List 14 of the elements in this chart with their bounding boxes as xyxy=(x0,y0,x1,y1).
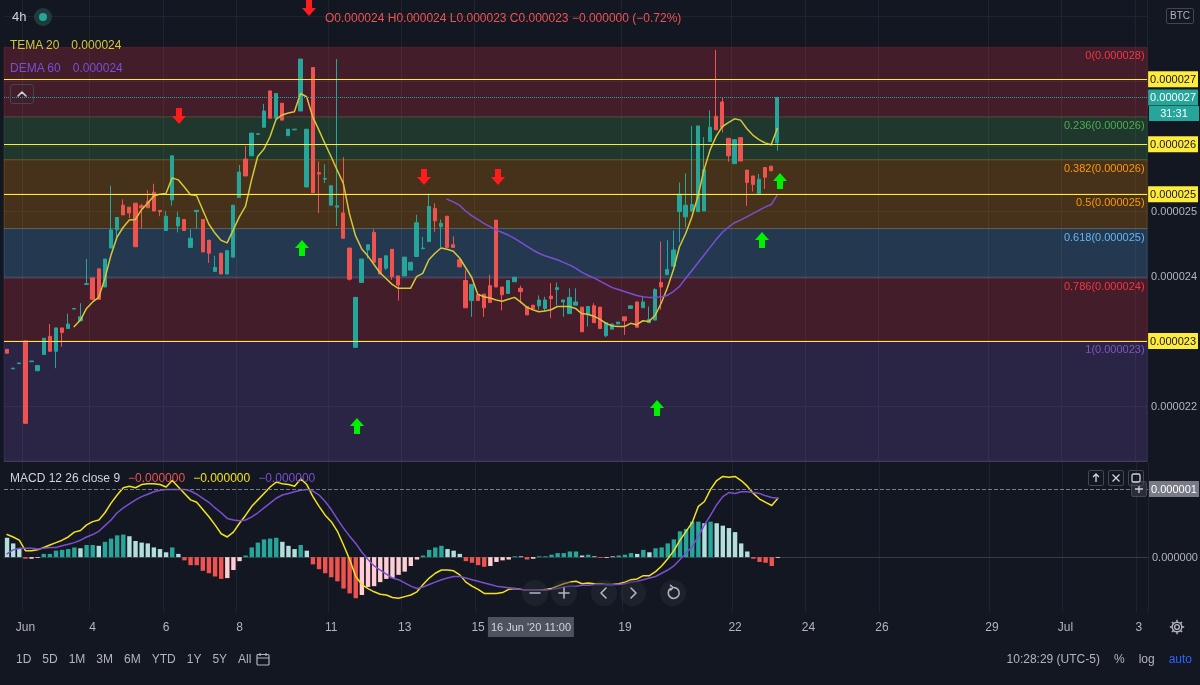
text: 6M xyxy=(124,652,141,666)
text: 5D xyxy=(42,652,58,666)
text: % xyxy=(1113,652,1125,666)
text: 3M xyxy=(96,652,114,666)
text: 1D xyxy=(16,652,32,666)
candlestick xyxy=(5,348,9,354)
text: 1M xyxy=(68,652,86,666)
text: 10:28:29 (UTC-5) xyxy=(1006,652,1100,666)
text: 5Y xyxy=(212,652,228,666)
text: log xyxy=(1138,652,1155,666)
text: 1Y xyxy=(186,652,202,666)
text: auto xyxy=(1168,652,1192,666)
text: All xyxy=(238,652,252,666)
text: YTD xyxy=(151,652,176,666)
